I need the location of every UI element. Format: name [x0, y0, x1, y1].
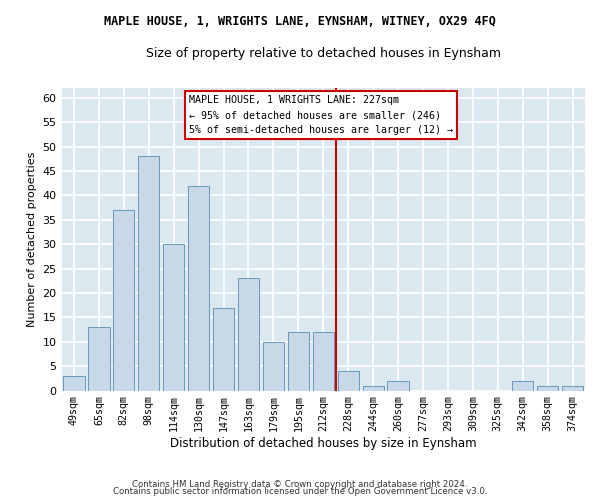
Bar: [263, 342, 284, 390]
Bar: [562, 386, 583, 390]
Bar: [113, 210, 134, 390]
Text: Contains public sector information licensed under the Open Government Licence v3: Contains public sector information licen…: [113, 487, 487, 496]
Bar: [88, 327, 110, 390]
Bar: [388, 381, 409, 390]
Bar: [338, 371, 359, 390]
Bar: [64, 376, 85, 390]
Title: Size of property relative to detached houses in Eynsham: Size of property relative to detached ho…: [146, 48, 501, 60]
Bar: [313, 332, 334, 390]
Text: MAPLE HOUSE, 1 WRIGHTS LANE: 227sqm
← 95% of detached houses are smaller (246)
5: MAPLE HOUSE, 1 WRIGHTS LANE: 227sqm ← 95…: [188, 96, 452, 135]
Bar: [362, 386, 384, 390]
X-axis label: Distribution of detached houses by size in Eynsham: Distribution of detached houses by size …: [170, 437, 476, 450]
Text: Contains HM Land Registry data © Crown copyright and database right 2024.: Contains HM Land Registry data © Crown c…: [132, 480, 468, 489]
Y-axis label: Number of detached properties: Number of detached properties: [27, 152, 37, 327]
Text: MAPLE HOUSE, 1, WRIGHTS LANE, EYNSHAM, WITNEY, OX29 4FQ: MAPLE HOUSE, 1, WRIGHTS LANE, EYNSHAM, W…: [104, 15, 496, 28]
Bar: [138, 156, 160, 390]
Bar: [537, 386, 558, 390]
Bar: [213, 308, 234, 390]
Bar: [512, 381, 533, 390]
Bar: [238, 278, 259, 390]
Bar: [163, 244, 184, 390]
Bar: [288, 332, 309, 390]
Bar: [188, 186, 209, 390]
